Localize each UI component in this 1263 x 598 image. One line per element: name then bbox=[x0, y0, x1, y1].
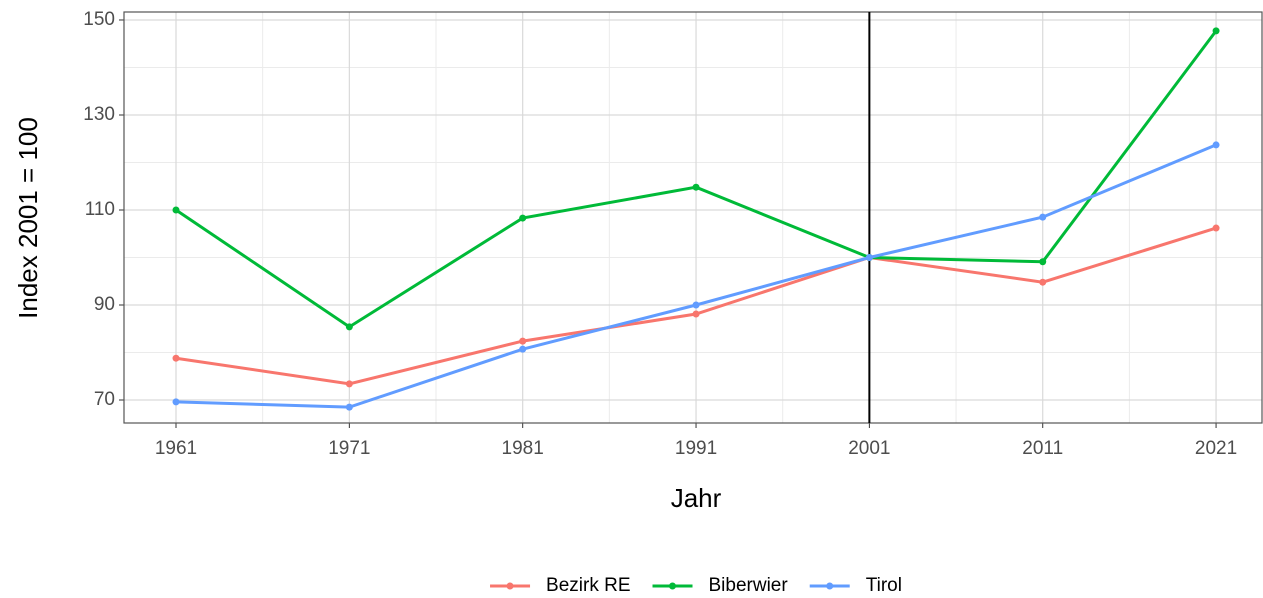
x-tick-label: 2011 bbox=[1022, 438, 1063, 459]
data-point bbox=[692, 183, 700, 191]
y-tick-label: 90 bbox=[94, 294, 115, 315]
data-point bbox=[1212, 27, 1220, 35]
x-tick-label: 1961 bbox=[155, 438, 197, 459]
legend-label: Bezirk RE bbox=[546, 575, 630, 596]
data-point bbox=[1212, 141, 1220, 149]
data-point bbox=[172, 398, 180, 406]
x-tick-label: 1981 bbox=[502, 438, 544, 459]
data-point bbox=[172, 206, 180, 214]
x-axis-label: Jahr bbox=[671, 483, 722, 513]
data-point bbox=[519, 337, 527, 345]
data-point bbox=[519, 345, 527, 353]
data-point bbox=[345, 323, 353, 331]
data-point bbox=[692, 310, 700, 318]
legend-point bbox=[669, 582, 677, 590]
legend-point bbox=[826, 582, 834, 590]
data-point bbox=[1212, 224, 1220, 232]
data-point bbox=[345, 380, 353, 388]
data-point bbox=[1039, 278, 1047, 286]
y-tick-label: 130 bbox=[83, 104, 115, 125]
x-tick-label: 2021 bbox=[1195, 438, 1237, 459]
x-tick-label: 1991 bbox=[675, 438, 717, 459]
data-point bbox=[519, 214, 527, 222]
data-point bbox=[865, 253, 873, 261]
data-point bbox=[692, 301, 700, 309]
y-tick-label: 150 bbox=[83, 9, 115, 30]
data-point bbox=[172, 354, 180, 362]
data-point bbox=[345, 403, 353, 411]
y-tick-label: 70 bbox=[94, 389, 115, 410]
data-point bbox=[1039, 258, 1047, 266]
data-point bbox=[1039, 213, 1047, 221]
panel-border bbox=[123, 11, 1263, 424]
y-axis-label: Index 2001 = 100 bbox=[13, 117, 43, 319]
x-tick-label: 1971 bbox=[328, 438, 370, 459]
legend-label: Biberwier bbox=[709, 575, 789, 596]
legend-point bbox=[506, 582, 514, 590]
y-tick-label: 110 bbox=[85, 199, 115, 220]
x-tick-label: 2001 bbox=[848, 438, 890, 459]
legend-label: Tirol bbox=[866, 575, 902, 596]
